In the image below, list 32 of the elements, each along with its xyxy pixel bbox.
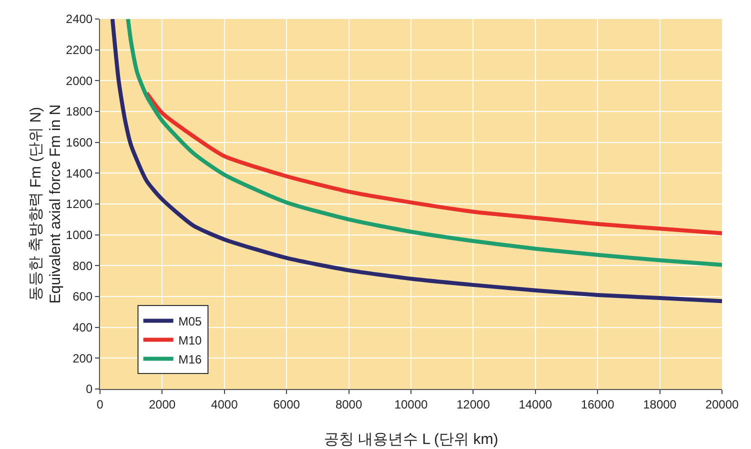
- x-tick-label: 4000: [211, 397, 238, 412]
- y-tick-label: 1000: [66, 228, 93, 242]
- x-tick-label: 12000: [456, 397, 490, 412]
- y-tick-label: 1800: [66, 104, 93, 119]
- y-tick-label: 2000: [66, 74, 93, 88]
- x-tick-label: 2000: [148, 397, 176, 412]
- x-tick-label: 20000: [705, 397, 740, 412]
- x-tick-label: 10000: [394, 397, 428, 412]
- x-tick-label: 8000: [335, 397, 362, 412]
- y-axis-title: 동등한 축방향력 Fm (단위 N) Equivalent axial force Fm in N: [27, 104, 64, 304]
- x-tick-label: 18000: [643, 397, 677, 412]
- x-tick-label: 14000: [518, 397, 552, 412]
- x-axis-title: 공칭 내용년수 L (단위 km): [324, 431, 498, 448]
- x-tick-label: 0: [96, 397, 104, 412]
- line-series: [110, 19, 722, 304]
- y-tick-label: 2200: [66, 43, 93, 58]
- line-series: [126, 19, 722, 267]
- y-tick-label: 0: [86, 382, 93, 396]
- y-tick-label: 600: [72, 290, 93, 304]
- x-tick-label: 16000: [580, 397, 615, 412]
- line-series: [144, 91, 722, 236]
- y-tick-label: 1600: [66, 136, 93, 150]
- legend-label: M10: [178, 333, 202, 348]
- legend-label: M16: [178, 352, 202, 366]
- y-tick-label: 400: [72, 320, 93, 335]
- y-tick-label: 1400: [66, 166, 93, 180]
- legend-label: M05: [178, 314, 202, 328]
- y-tick-label: 800: [72, 258, 93, 273]
- y-tick-label: 200: [72, 351, 93, 366]
- x-tick-label: 6000: [273, 397, 300, 412]
- y-tick-label: 1200: [66, 197, 93, 212]
- y-tick-label: 2400: [66, 12, 93, 26]
